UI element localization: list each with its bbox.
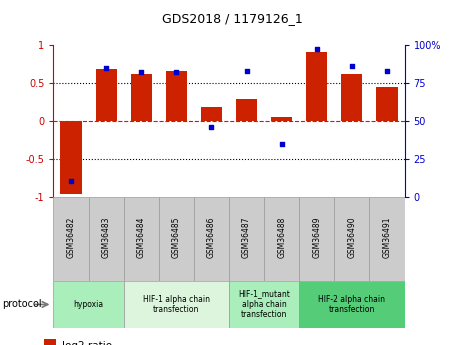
Point: [278, 141, 286, 146]
Text: GSM36488: GSM36488: [277, 217, 286, 258]
Bar: [124, 197, 159, 281]
Text: GSM36482: GSM36482: [66, 217, 75, 258]
Bar: [124, 281, 229, 328]
Text: GSM36484: GSM36484: [137, 216, 146, 258]
Text: GSM36489: GSM36489: [312, 216, 321, 258]
Bar: [229, 281, 299, 328]
Text: GSM36483: GSM36483: [102, 216, 111, 258]
Bar: [334, 197, 370, 281]
Point: [138, 69, 145, 75]
Text: HIF-1 alpha chain
transfection: HIF-1 alpha chain transfection: [143, 295, 210, 314]
Point: [67, 179, 75, 184]
Bar: [44, 339, 56, 345]
Bar: [53, 281, 124, 328]
Point: [102, 65, 110, 70]
Bar: [60, 121, 81, 194]
Bar: [88, 197, 124, 281]
Point: [243, 68, 250, 73]
Bar: [306, 52, 327, 121]
Bar: [166, 71, 187, 121]
Bar: [53, 197, 88, 281]
Point: [313, 47, 320, 52]
Bar: [194, 197, 229, 281]
Bar: [264, 197, 299, 281]
Text: GSM36490: GSM36490: [347, 216, 356, 258]
Text: GSM36486: GSM36486: [207, 216, 216, 258]
Bar: [377, 87, 398, 121]
Bar: [159, 197, 194, 281]
Bar: [229, 197, 264, 281]
Bar: [96, 69, 117, 121]
Text: GSM36491: GSM36491: [383, 216, 392, 258]
Point: [208, 124, 215, 130]
Bar: [236, 99, 257, 121]
Text: log2 ratio: log2 ratio: [62, 341, 113, 345]
Point: [383, 68, 391, 73]
Bar: [271, 117, 292, 121]
Bar: [201, 107, 222, 121]
Text: protocol: protocol: [2, 299, 42, 309]
Text: HIF-1_mutant
alpha chain
transfection: HIF-1_mutant alpha chain transfection: [238, 289, 290, 319]
Text: hypoxia: hypoxia: [73, 300, 104, 309]
Bar: [369, 197, 405, 281]
Bar: [299, 281, 405, 328]
Point: [348, 63, 356, 69]
Bar: [131, 74, 152, 121]
Bar: [299, 197, 334, 281]
Text: GSM36487: GSM36487: [242, 216, 251, 258]
Text: GSM36485: GSM36485: [172, 216, 181, 258]
Point: [173, 69, 180, 75]
Bar: [341, 74, 362, 121]
Text: GDS2018 / 1179126_1: GDS2018 / 1179126_1: [162, 12, 303, 25]
Text: HIF-2 alpha chain
transfection: HIF-2 alpha chain transfection: [319, 295, 385, 314]
